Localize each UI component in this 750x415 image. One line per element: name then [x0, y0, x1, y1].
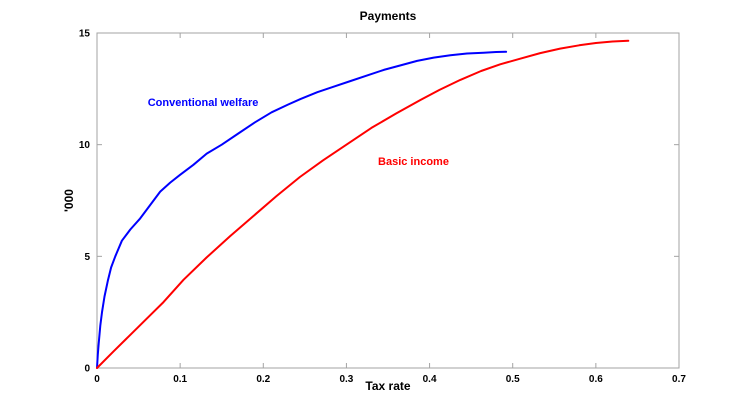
axis-ticks [96, 32, 680, 369]
x-tick-labels: 0 0.1 0.2 0.3 0.4 0.5 0.6 0.7 [94, 374, 686, 385]
y-tick-label: 15 [79, 29, 91, 40]
conventional-welfare-label: Conventional welfare [148, 97, 259, 109]
x-tick-label: 0.4 [423, 374, 437, 385]
series-labels: Conventional welfare Basic income [148, 97, 449, 168]
conventional-welfare-line [96, 50, 508, 369]
basic-income-line [96, 39, 630, 369]
chart-title: Payments [360, 9, 417, 23]
y-tick-label: 0 [84, 364, 90, 375]
x-tick-label: 0.7 [672, 374, 686, 385]
x-tick-label: 0 [94, 374, 100, 385]
x-tick-label: 0.3 [339, 374, 353, 385]
x-tick-label: 0.2 [256, 374, 270, 385]
y-tick-label: 5 [84, 252, 90, 263]
x-tick-label: 0.5 [506, 374, 520, 385]
x-tick-label: 0.6 [589, 374, 603, 385]
plot-area [96, 32, 680, 369]
basic-income-label: Basic income [378, 156, 449, 168]
x-axis-label: Tax rate [365, 379, 410, 393]
y-axis-label: '000 [62, 189, 76, 212]
series-lines [96, 39, 630, 369]
y-tick-label: 10 [79, 140, 91, 151]
y-tick-labels: 0 5 10 15 [79, 29, 91, 375]
x-tick-label: 0.1 [173, 374, 187, 385]
